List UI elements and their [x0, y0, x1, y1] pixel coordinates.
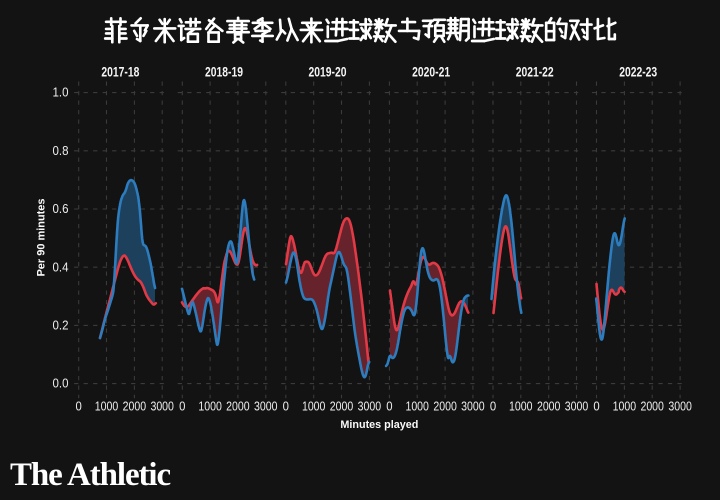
svg-text:0: 0: [179, 400, 185, 414]
svg-text:0.8: 0.8: [53, 144, 69, 158]
svg-text:2000: 2000: [640, 400, 664, 414]
svg-text:3000: 3000: [668, 400, 692, 414]
svg-text:0.6: 0.6: [53, 202, 69, 216]
svg-text:0: 0: [76, 400, 82, 414]
svg-text:2018-19: 2018-19: [205, 65, 243, 80]
svg-text:1000: 1000: [95, 400, 119, 414]
svg-text:1000: 1000: [405, 400, 429, 414]
svg-text:2020-21: 2020-21: [412, 65, 450, 80]
svg-text:2000: 2000: [537, 400, 561, 414]
svg-text:3000: 3000: [150, 400, 174, 414]
svg-text:Minutes played: Minutes played: [340, 419, 418, 431]
svg-text:3000: 3000: [461, 400, 485, 414]
svg-text:Per 90 minutes: Per 90 minutes: [36, 199, 48, 277]
svg-text:2022-23: 2022-23: [619, 65, 657, 80]
svg-text:0.0: 0.0: [53, 377, 69, 391]
svg-text:2000: 2000: [433, 400, 457, 414]
svg-text:2021-22: 2021-22: [516, 65, 554, 80]
svg-text:1000: 1000: [509, 400, 533, 414]
svg-text:The Athletic: The Athletic: [10, 457, 170, 493]
svg-text:0.4: 0.4: [53, 260, 69, 274]
svg-text:2000: 2000: [226, 400, 250, 414]
svg-text:2017-18: 2017-18: [101, 65, 139, 80]
svg-text:0: 0: [386, 400, 392, 414]
svg-text:0.2: 0.2: [53, 319, 69, 333]
svg-text:0: 0: [593, 400, 599, 414]
svg-text:3000: 3000: [358, 400, 382, 414]
svg-text:2000: 2000: [123, 400, 147, 414]
svg-text:1.0: 1.0: [53, 86, 69, 100]
svg-text:2000: 2000: [330, 400, 354, 414]
svg-text:1000: 1000: [198, 400, 222, 414]
svg-text:3000: 3000: [565, 400, 589, 414]
svg-text:0: 0: [490, 400, 496, 414]
svg-text:1000: 1000: [613, 400, 637, 414]
svg-text:0: 0: [283, 400, 289, 414]
svg-text:3000: 3000: [254, 400, 278, 414]
svg-text:2019-20: 2019-20: [309, 65, 347, 80]
svg-text:1000: 1000: [302, 400, 326, 414]
